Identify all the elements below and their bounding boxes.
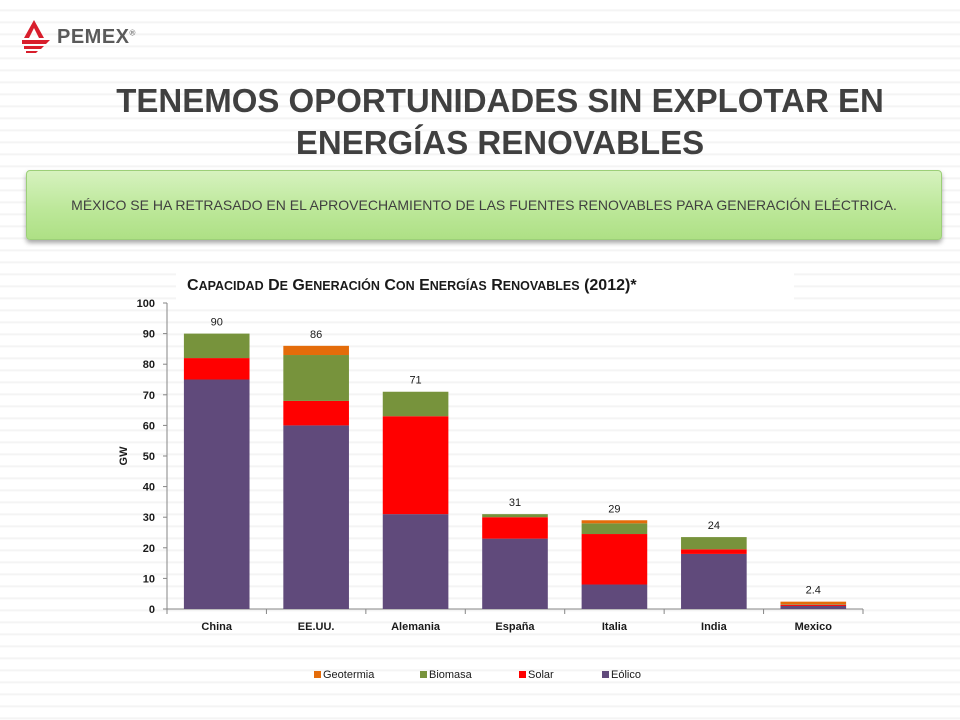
bar-segment-biomasa xyxy=(482,514,548,518)
chart-title: CAPACIDAD DE GENERACIÓN CON ENERGÍAS REN… xyxy=(187,277,637,294)
bar-segment-solar xyxy=(183,358,250,380)
bar-segment-eolico xyxy=(780,605,847,609)
pemex-logo-icon xyxy=(22,20,50,53)
data-label-total: 29 xyxy=(608,503,620,515)
x-tick-label: Alemania xyxy=(391,621,441,633)
legend-swatch xyxy=(519,671,526,678)
bar-segment-eolico xyxy=(283,425,349,609)
y-tick-label: 10 xyxy=(143,573,155,585)
logo-registered: ® xyxy=(129,28,136,38)
page-title: TENEMOS OPORTUNIDADES SIN EXPLOTAR EN EN… xyxy=(40,80,960,164)
y-tick-label: 20 xyxy=(143,543,155,555)
y-tick-label: 30 xyxy=(143,512,155,524)
data-label-total: 71 xyxy=(409,375,421,387)
legend-swatch xyxy=(314,671,321,678)
data-label-total: 90 xyxy=(211,317,223,329)
bar-segment-solar xyxy=(581,534,648,585)
bar-segment-geotermia xyxy=(283,345,349,356)
subtitle-banner: MÉXICO SE HA RETRASADO EN EL APROVECHAMI… xyxy=(26,170,942,240)
logo-text: PEMEX xyxy=(57,26,130,48)
legend-label: Eólico xyxy=(611,669,641,681)
bar-segment-eolico xyxy=(581,584,648,609)
data-label-total: 2.4 xyxy=(806,585,821,597)
y-tick-label: 0 xyxy=(149,604,155,616)
chart-title-box xyxy=(176,271,794,301)
y-tick-label: 60 xyxy=(143,420,155,432)
legend-label: Solar xyxy=(528,669,554,681)
bar-segment-biomasa xyxy=(183,333,250,359)
bar-segment-biomasa xyxy=(283,355,349,401)
y-tick-label: 100 xyxy=(137,298,155,310)
bar-segment-eolico xyxy=(183,379,250,609)
legend-label: Biomasa xyxy=(429,669,473,681)
bar-segment-biomasa xyxy=(681,537,747,550)
bar-segment-eolico xyxy=(382,514,449,609)
page-title-line-1: TENEMOS OPORTUNIDADES SIN EXPLOTAR EN xyxy=(116,82,884,119)
bar-segment-biomasa xyxy=(780,604,847,605)
y-tick-label: 90 xyxy=(143,329,155,341)
bar-segment-eolico xyxy=(681,553,747,609)
bar-segment-eolico xyxy=(482,538,548,609)
y-tick-label: 70 xyxy=(143,390,155,402)
legend-swatch xyxy=(420,671,427,678)
data-label-total: 31 xyxy=(509,497,521,509)
bar-segment-solar xyxy=(681,549,747,554)
bar-segment-solar xyxy=(780,604,847,606)
legend-swatch xyxy=(602,671,609,678)
bar-segment-solar xyxy=(382,416,449,515)
bar-segment-solar xyxy=(482,517,548,539)
x-tick-label: Mexico xyxy=(795,621,833,633)
bar-segment-biomasa xyxy=(581,523,648,535)
bar-segment-solar xyxy=(283,400,349,426)
logo-wordmark: PEMEX® xyxy=(57,26,136,49)
bar-segment-geotermia xyxy=(581,520,648,524)
y-tick-label: 40 xyxy=(143,482,155,494)
page-title-line-2: ENERGÍAS RENOVABLES xyxy=(295,124,705,161)
y-axis-label: GW xyxy=(118,446,130,466)
x-tick-label: España xyxy=(495,621,535,633)
x-tick-label: EE.UU. xyxy=(298,621,335,633)
banner-text: MÉXICO SE HA RETRASADO EN EL APROVECHAMI… xyxy=(71,196,897,213)
data-label-total: 86 xyxy=(310,329,322,341)
y-tick-label: 50 xyxy=(143,451,155,463)
data-label-total: 24 xyxy=(708,520,720,532)
bar-segment-geotermia xyxy=(780,601,847,605)
x-tick-label: Italia xyxy=(602,621,628,633)
bar-segment-biomasa xyxy=(382,391,449,417)
y-tick-label: 80 xyxy=(143,359,155,371)
legend-label: Geotermia xyxy=(323,669,375,681)
x-tick-label: India xyxy=(701,621,728,633)
x-tick-label: China xyxy=(201,621,232,633)
